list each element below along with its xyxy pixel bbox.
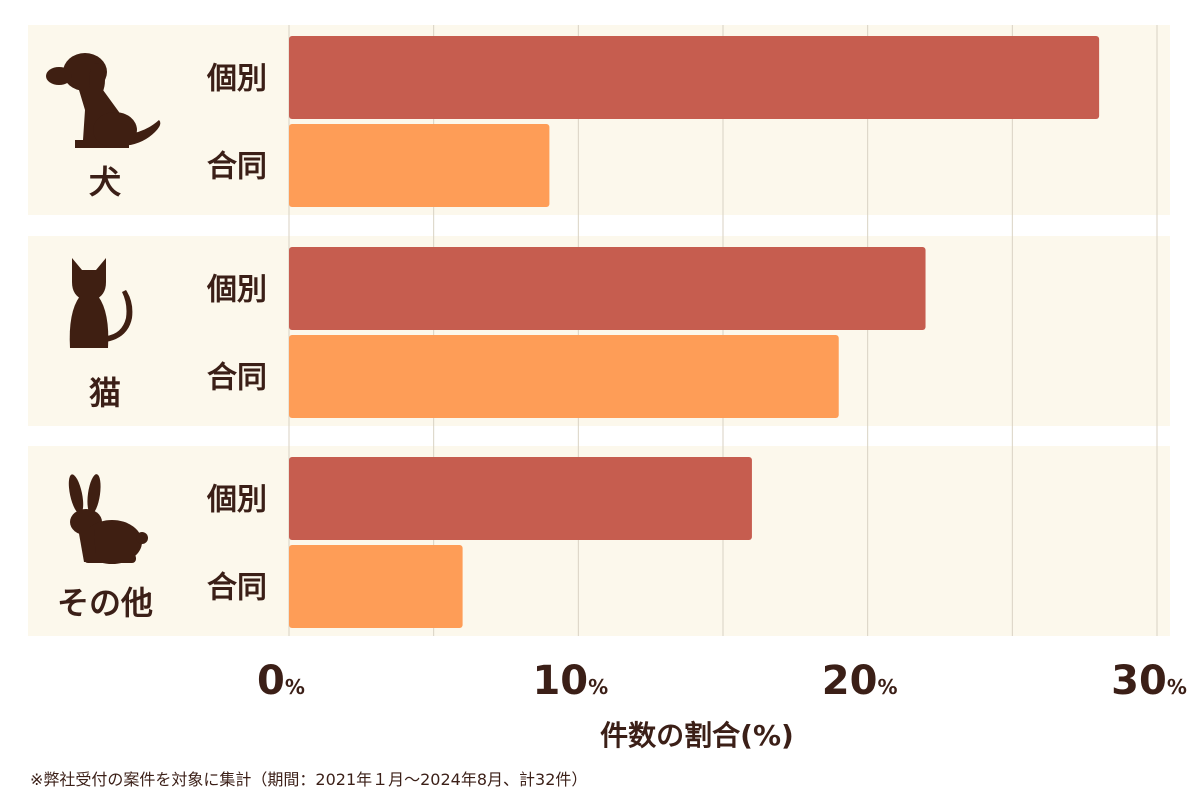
group-label: その他 — [57, 584, 153, 622]
group-label: 犬 — [89, 163, 121, 201]
x-tick-label: 30% — [1111, 658, 1187, 704]
bar-label: 合同 — [207, 361, 267, 396]
x-axis-title: 件数の割合(%) — [600, 719, 794, 752]
x-tick-label: 20% — [822, 658, 898, 704]
bar — [289, 335, 839, 418]
bar-label: 個別 — [206, 62, 267, 97]
bar — [289, 36, 1099, 119]
footnote: ※弊社受付の案件を対象に集計（期間：2021年１月～2024年8月、計32件） — [30, 770, 587, 789]
group-label: 猫 — [89, 374, 121, 412]
bar — [289, 247, 926, 330]
bar-label: 合同 — [207, 150, 267, 185]
bar — [289, 457, 752, 540]
x-tick-label: 0% — [257, 658, 305, 704]
bar-label: 合同 — [207, 571, 267, 606]
x-tick-label: 10% — [532, 658, 608, 704]
bar-label: 個別 — [206, 483, 267, 518]
bar-label: 個別 — [206, 273, 267, 308]
bar — [289, 545, 463, 628]
bar — [289, 124, 549, 207]
